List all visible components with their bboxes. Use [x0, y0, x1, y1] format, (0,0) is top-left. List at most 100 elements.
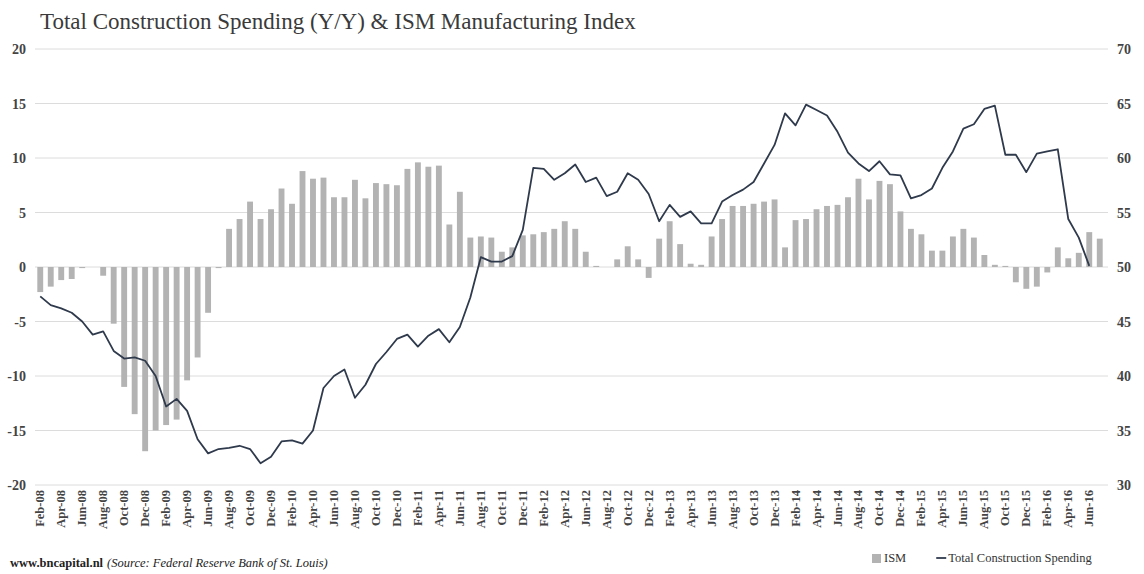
bar [195, 267, 201, 357]
x-tick-label: Aug-13 [726, 490, 740, 529]
bar [132, 267, 138, 414]
x-tick-label: Aug-10 [348, 490, 362, 529]
x-tick-label: Aug-09 [222, 490, 236, 529]
bar [1097, 239, 1103, 267]
y2-tick-label: 65 [1117, 97, 1131, 112]
bar [499, 252, 505, 267]
bar [289, 204, 295, 267]
bar [688, 264, 694, 267]
x-tick-label: Jun-12 [579, 490, 593, 527]
y2-tick [1105, 49, 1108, 50]
bar [1002, 266, 1008, 267]
bar [887, 184, 893, 267]
bar [856, 179, 862, 267]
bar [310, 179, 316, 267]
bar [425, 167, 431, 267]
y-tick-label: 10 [12, 151, 26, 166]
bar [677, 244, 683, 267]
x-tick-label: Feb-12 [537, 490, 551, 527]
x-tick-label: Aug-11 [474, 490, 488, 528]
bar [48, 267, 54, 287]
x-tick-label: Apr-14 [810, 489, 824, 527]
bar [635, 259, 641, 267]
bar [153, 267, 159, 431]
bar [824, 206, 830, 267]
bar [342, 197, 348, 267]
grid-line [35, 212, 1105, 213]
grid-line [35, 103, 1105, 104]
bar [467, 238, 473, 267]
grid-line [35, 49, 1105, 50]
footer: www.bncapital.nl(Source: Federal Reserve… [10, 556, 328, 570]
bar [772, 199, 778, 267]
bar [761, 202, 767, 267]
bar [247, 202, 253, 267]
x-tick-label: Jun-13 [705, 490, 719, 527]
bar [216, 267, 222, 268]
x-tick-label: Feb-11 [411, 490, 425, 526]
y2-tick-label: 70 [1117, 42, 1131, 57]
x-tick-label: Jun-14 [831, 489, 845, 527]
bar [142, 267, 148, 451]
bar [300, 171, 306, 267]
x-tick-label: Oct-14 [872, 489, 886, 526]
bar [446, 224, 452, 267]
bar [656, 239, 662, 267]
bar [866, 199, 872, 267]
chart: Total Construction Spending (Y/Y) & ISM … [0, 0, 1144, 574]
grid-line [35, 376, 1105, 377]
bar [604, 267, 610, 268]
bar [908, 229, 914, 267]
bar [614, 259, 620, 267]
bar [520, 235, 526, 267]
bar [551, 229, 557, 267]
x-tick-label: Apr-12 [558, 490, 572, 528]
bar [226, 229, 232, 267]
bar [279, 189, 285, 267]
legend-swatch [936, 557, 946, 559]
line [40, 105, 1089, 464]
grid-line [35, 158, 1105, 159]
bar [1065, 258, 1071, 267]
x-tick-label: Dec-11 [516, 490, 530, 526]
plot-area [37, 105, 1102, 464]
x-tick-label: Jun-16 [1082, 490, 1096, 527]
bar [877, 181, 883, 267]
bar [709, 236, 715, 267]
x-tick-label: Apr-09 [180, 490, 194, 528]
bar [1023, 267, 1029, 289]
y2-tick-label: 45 [1117, 315, 1131, 330]
bar [488, 238, 494, 267]
bar [583, 252, 589, 267]
y-tick-label: 0 [19, 260, 26, 275]
x-tick-label: Feb-13 [663, 490, 677, 527]
x-tick-label: Apr-16 [1061, 490, 1075, 528]
y2-tick-label: 55 [1117, 206, 1131, 221]
x-tick-label: Oct-10 [369, 490, 383, 526]
bar [740, 206, 746, 267]
x-tick-label: Feb-10 [285, 490, 299, 527]
bar [258, 219, 264, 267]
x-tick-label: Oct-11 [495, 490, 509, 525]
x-tick-label: Aug-08 [96, 490, 110, 529]
bar [730, 206, 736, 267]
bar [1013, 267, 1019, 282]
y2-tick-label: 30 [1117, 478, 1131, 493]
legend-label: Total Construction Spending [948, 551, 1092, 565]
x-tick-label: Oct-13 [747, 490, 761, 526]
bar [625, 246, 631, 267]
bar [814, 209, 820, 267]
bar [457, 192, 463, 267]
bar [939, 251, 945, 267]
bar [782, 247, 788, 267]
bar [404, 169, 410, 267]
bar [352, 180, 358, 267]
y-tick-label: -10 [7, 369, 26, 384]
x-tick-label: Oct-15 [998, 490, 1012, 526]
y-tick-label: 20 [12, 42, 26, 57]
x-tick-label: Oct-12 [621, 490, 635, 526]
legend-swatch [872, 554, 881, 563]
y2-tick-label: 50 [1117, 260, 1131, 275]
bar [981, 255, 987, 267]
x-tick-label: Aug-14 [851, 489, 865, 529]
